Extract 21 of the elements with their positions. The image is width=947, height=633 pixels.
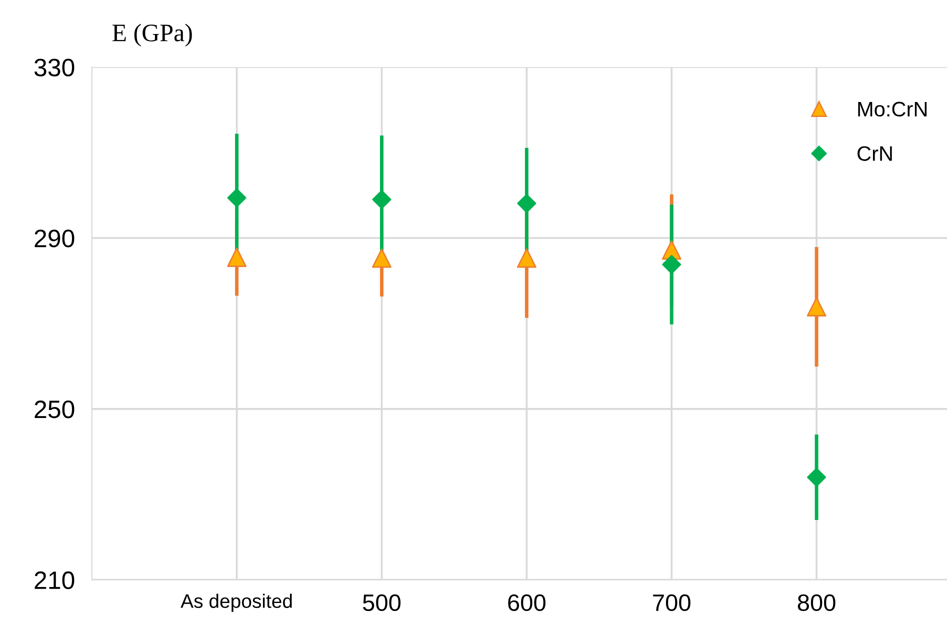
point bbox=[227, 188, 246, 208]
x-tick-label: 500 bbox=[362, 594, 401, 612]
point bbox=[372, 248, 392, 268]
point bbox=[516, 248, 536, 268]
point bbox=[517, 194, 536, 213]
point bbox=[662, 254, 682, 274]
point bbox=[372, 190, 392, 210]
x-tick-label: As deposited bbox=[180, 594, 292, 612]
legend-label: CrN bbox=[858, 146, 892, 161]
y-tick-label: 210 bbox=[34, 571, 74, 590]
point bbox=[806, 297, 826, 317]
y-tick-label: 330 bbox=[34, 58, 74, 76]
y-tick-label: 290 bbox=[34, 230, 74, 248]
x-tick-label: 700 bbox=[653, 594, 690, 612]
legend-label: Mo:CrN bbox=[858, 102, 927, 117]
point bbox=[807, 468, 826, 487]
point bbox=[227, 248, 247, 267]
x-tick-label: 800 bbox=[798, 594, 836, 612]
x-tick-label: 600 bbox=[508, 594, 546, 612]
y-axis-title: E (GPa) bbox=[112, 24, 192, 46]
y-tick-label: 250 bbox=[34, 400, 74, 418]
